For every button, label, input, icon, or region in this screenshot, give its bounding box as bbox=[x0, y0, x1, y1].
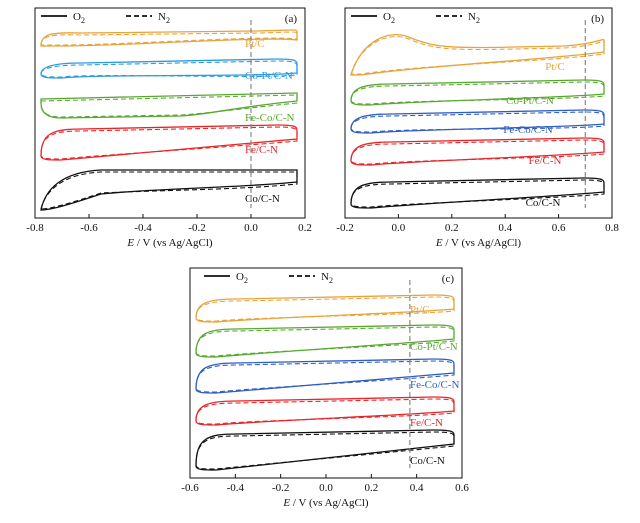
series-label: Fe-Co/C-N bbox=[410, 379, 460, 391]
legend-label: O2 bbox=[73, 11, 85, 25]
x-tick-label: 0.8 bbox=[605, 222, 619, 234]
series-label: Co-Pt/C-N bbox=[410, 341, 458, 353]
chart-panel-2: -0.2 0.0 0.2 0.4 0.6 0.8 E / V (vs Ag/AgCl) (b)… bbox=[336, 7, 619, 249]
plot-frame bbox=[34, 7, 306, 219]
plot-frame bbox=[344, 7, 613, 219]
series-line-o2 bbox=[350, 177, 605, 209]
series-line-n2 bbox=[195, 360, 455, 393]
x-tick-label: 0.6 bbox=[455, 482, 469, 494]
x-tick-label: 0.2 bbox=[445, 222, 459, 234]
x-tick-label: 0.4 bbox=[410, 482, 424, 494]
series-line-n2 bbox=[40, 31, 298, 46]
series-label: Co-Pt/C-N bbox=[245, 70, 293, 82]
series-line-o2 bbox=[195, 358, 455, 394]
series-line-o2 bbox=[40, 58, 298, 79]
x-tick-label: -0.6 bbox=[80, 222, 98, 234]
series-label: Fe-Co/C-N bbox=[245, 112, 295, 124]
x-tick-label: 0.0 bbox=[319, 482, 333, 494]
series-line-n2 bbox=[40, 126, 298, 160]
panel-letter: (a) bbox=[285, 13, 298, 25]
panel-letter: (b) bbox=[591, 13, 604, 25]
series-label: Co/C-N bbox=[526, 197, 561, 209]
chart-panel-3: -0.6 -0.4 -0.2 0.0 0.2 0.4 0.6 E / V (vs Ag/AgC… bbox=[181, 267, 469, 509]
series-line-n2 bbox=[40, 94, 298, 118]
legend-label: O2 bbox=[383, 11, 395, 25]
panel-letter: (c) bbox=[442, 273, 455, 285]
x-tick-label: -0.4 bbox=[227, 482, 245, 494]
series-line-o2 bbox=[195, 396, 455, 426]
series-line-n2 bbox=[350, 179, 605, 208]
series-label: Fe-Co/C-N bbox=[503, 124, 553, 136]
x-tick-label: 0.0 bbox=[244, 222, 258, 234]
series-line-o2 bbox=[195, 429, 455, 471]
series-line-o2 bbox=[40, 169, 298, 211]
series-line-n2 bbox=[350, 111, 605, 133]
series-label: Pt/C bbox=[245, 38, 265, 50]
series-line-n2 bbox=[195, 326, 455, 357]
series-line-n2 bbox=[195, 296, 455, 322]
series-line-n2 bbox=[350, 36, 605, 75]
x-tick-label: 0.0 bbox=[392, 222, 406, 234]
x-tick-label: 0.4 bbox=[498, 222, 512, 234]
series-label: Pt/C bbox=[410, 304, 430, 316]
series-line-n2 bbox=[195, 431, 455, 470]
x-axis-label: E / V (vs Ag/AgCl) bbox=[282, 497, 369, 509]
x-tick-label: -0.4 bbox=[134, 222, 152, 234]
legend-label: O2 bbox=[236, 271, 248, 285]
x-axis-label: E / V (vs Ag/AgCl) bbox=[126, 237, 213, 249]
series-line-n2 bbox=[350, 139, 605, 165]
x-tick-label: 0.6 bbox=[552, 222, 566, 234]
series-line-n2 bbox=[350, 81, 605, 105]
series-line-n2 bbox=[40, 60, 298, 78]
series-line-o2 bbox=[350, 109, 605, 134]
x-tick-label: -0.2 bbox=[188, 222, 205, 234]
x-tick-label: -0.2 bbox=[336, 222, 353, 234]
series-line-o2 bbox=[195, 324, 455, 358]
series-line-o2 bbox=[40, 92, 298, 119]
series-label: Fe/C-N bbox=[245, 144, 278, 156]
series-line-n2 bbox=[40, 171, 298, 210]
legend-label: N2 bbox=[321, 271, 333, 285]
series-line-o2 bbox=[350, 33, 605, 76]
series-line-o2 bbox=[195, 294, 455, 323]
x-tick-label: -0.6 bbox=[181, 482, 199, 494]
x-tick-label: 0.2 bbox=[364, 482, 378, 494]
x-tick-label: -0.2 bbox=[272, 482, 289, 494]
series-label: Co-Pt/C-N bbox=[506, 95, 554, 107]
series-line-o2 bbox=[350, 79, 605, 106]
series-label: Fe/C-N bbox=[410, 417, 443, 429]
series-label: Fe/C-N bbox=[529, 155, 562, 167]
x-tick-label: 0.2 bbox=[298, 222, 312, 234]
x-tick-label: -0.8 bbox=[26, 222, 44, 234]
series-line-o2 bbox=[40, 29, 298, 47]
series-label: Pt/C bbox=[545, 61, 565, 73]
chart-panel-1: -0.8 -0.6 -0.4 -0.2 0.0 0.2 E / V (vs Ag/AgCl)… bbox=[26, 7, 312, 249]
series-label: Co/C-N bbox=[410, 455, 445, 467]
legend-label: N2 bbox=[158, 11, 170, 25]
series-line-n2 bbox=[195, 398, 455, 425]
series-line-o2 bbox=[350, 137, 605, 166]
x-axis-label: E / V (vs Ag/AgCl) bbox=[435, 237, 522, 249]
legend-label: N2 bbox=[468, 11, 480, 25]
series-line-o2 bbox=[40, 124, 298, 161]
series-label: Co/C-N bbox=[245, 193, 280, 205]
